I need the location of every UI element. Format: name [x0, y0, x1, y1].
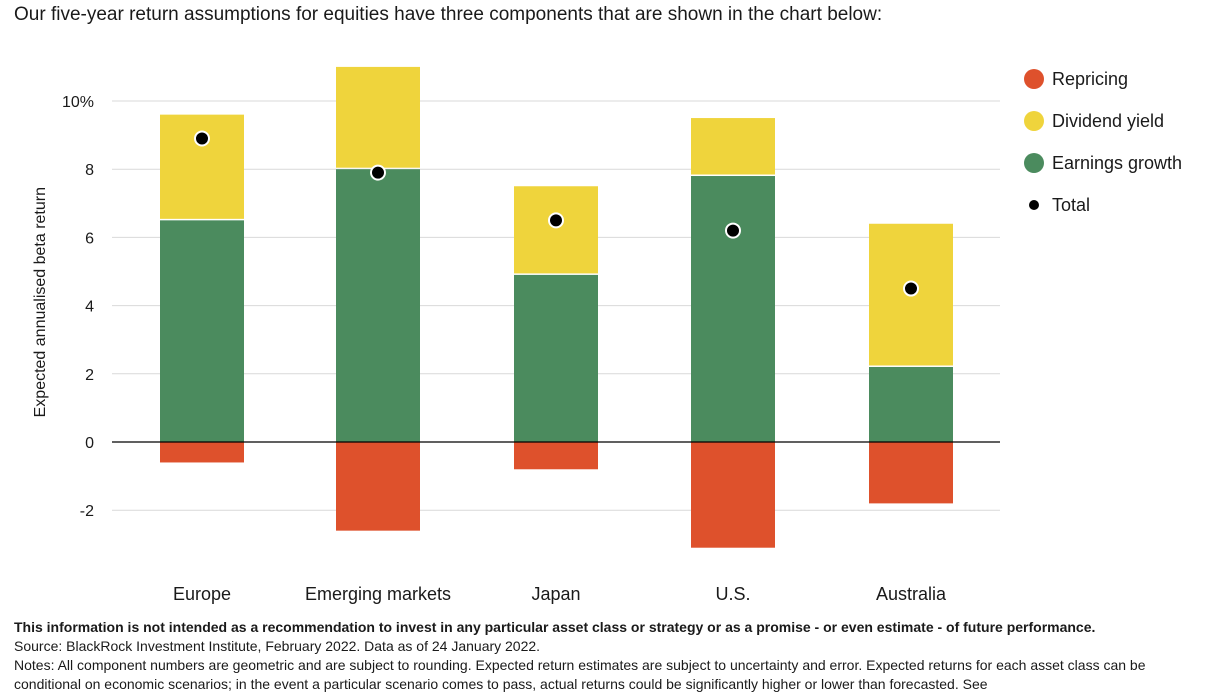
y-axis-label: Expected annualised beta return	[32, 187, 49, 417]
bar-repricing-australia	[869, 442, 953, 504]
legend-marker-total	[1029, 200, 1039, 210]
y-tick-label: 8	[85, 162, 94, 179]
total-marker-japan	[548, 212, 564, 229]
legend-swatch-earnings-growth	[1024, 153, 1044, 173]
chart-footer: This information is not intended as a re…	[14, 618, 1214, 694]
bar-earnings-growth-emerging-markets	[336, 169, 420, 442]
footer-disclaimer: This information is not intended as a re…	[14, 619, 1096, 635]
total-marker-europe	[194, 130, 210, 147]
y-tick-label: 6	[85, 230, 94, 247]
x-category-label-u-s: U.S.	[715, 584, 750, 604]
legend-swatch-dividend-yield	[1024, 111, 1044, 131]
x-category-label-emerging-markets: Emerging markets	[305, 584, 451, 604]
stacked-bar-chart: -2 0 2 4 6 8 10% Expected annualised beta retur…	[32, 66, 1000, 604]
legend-swatch-repricing	[1024, 69, 1044, 89]
legend-label-dividend-yield: Dividend yield	[1052, 110, 1165, 131]
x-category-label-japan: Japan	[531, 584, 580, 604]
y-tick-label: 4	[85, 299, 94, 316]
legend-item-total: Total	[1024, 184, 1224, 226]
bar-earnings-growth-u-s	[691, 176, 775, 442]
x-category-label-europe: Europe	[173, 584, 231, 604]
legend-item-earnings-growth: Earnings growth	[1024, 142, 1224, 184]
bar-earnings-growth-japan	[514, 274, 598, 442]
footer-source: Source: BlackRock Investment Institute, …	[14, 638, 541, 654]
legend-label-repricing: Repricing	[1052, 68, 1129, 89]
bar-dividend-yield-japan	[514, 186, 598, 274]
total-marker-u-s	[725, 222, 741, 239]
y-tick-label: 10%	[62, 94, 94, 111]
legend-item-dividend-yield: Dividend yield	[1024, 100, 1224, 142]
bar-dividend-yield-europe	[160, 114, 244, 219]
total-marker-australia	[903, 280, 919, 297]
bar-repricing-u-s	[691, 442, 775, 548]
bar-repricing-europe	[160, 442, 244, 463]
bar-repricing-emerging-markets	[336, 442, 420, 531]
footer-notes: Notes: All component numbers are geometr…	[14, 657, 1146, 692]
y-tick-label: -2	[80, 503, 94, 520]
bar-repricing-japan	[514, 442, 598, 470]
legend-label-total: Total	[1052, 194, 1091, 215]
bar-earnings-growth-australia	[869, 366, 953, 442]
y-tick-label: 0	[85, 435, 94, 452]
chart-area: -2 0 2 4 6 8 10% Expected annualised beta retur…	[32, 66, 1000, 604]
bar-dividend-yield-emerging-markets	[336, 66, 420, 168]
chart-intro-text: Our five-year return assumptions for equ…	[14, 4, 883, 25]
legend-label-earnings-growth: Earnings growth	[1052, 152, 1183, 173]
legend-item-repricing: Repricing	[1024, 58, 1224, 100]
total-marker-emerging-markets	[370, 164, 386, 181]
chart-legend: Repricing Dividend yield Earnings growth…	[1024, 58, 1224, 226]
bar-dividend-yield-u-s	[691, 118, 775, 175]
x-category-label-australia: Australia	[876, 584, 947, 604]
y-tick-label: 2	[85, 367, 94, 384]
bar-earnings-growth-europe	[160, 220, 244, 442]
